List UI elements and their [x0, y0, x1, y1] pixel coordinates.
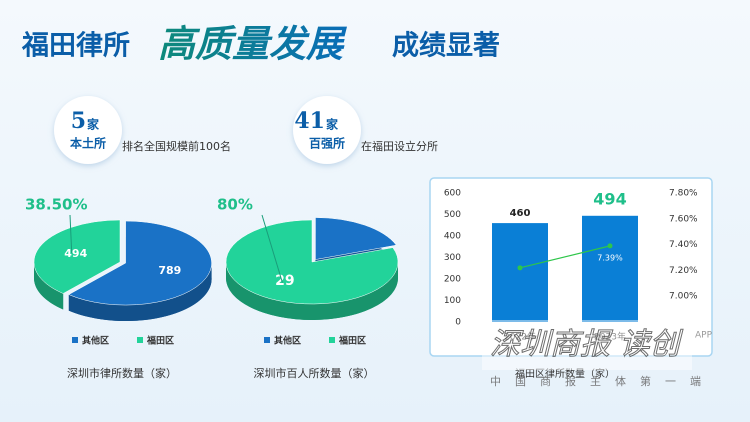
- x-tick-label: 2022年: [504, 331, 536, 343]
- x-tick-label: 2023年: [594, 331, 626, 343]
- stat-badge: [293, 96, 361, 164]
- y-tick-label: 200: [444, 275, 461, 285]
- y-tick-label: 300: [444, 253, 461, 263]
- title-highlight: 高质量发展: [158, 22, 348, 66]
- stat-value: 41: [294, 108, 325, 134]
- pie-annotation: 38.50%: [25, 196, 87, 214]
- legend-swatch: [329, 337, 335, 343]
- stat-unit: 家: [326, 117, 339, 132]
- pie-slice-edge: [226, 262, 398, 320]
- watermark-box: [482, 320, 692, 370]
- line-point: [517, 265, 523, 271]
- y-tick-label: 600: [444, 189, 461, 199]
- y2-tick-label: 7.00%: [669, 292, 698, 302]
- stat-value: 5: [71, 108, 86, 134]
- stat-unit: 家: [87, 117, 100, 132]
- y2-tick-label: 7.40%: [669, 240, 698, 250]
- line: [519, 245, 611, 269]
- bar: [492, 223, 548, 322]
- y2-tick-label: 7.20%: [669, 266, 698, 276]
- watermark: 深圳商报 读创 APP 中国商报主体第一端: [482, 320, 715, 388]
- y-tick-label: 500: [444, 210, 461, 220]
- title-lead: 福田律所: [21, 31, 130, 62]
- pie-slice: [315, 217, 397, 260]
- line-point: [607, 243, 613, 249]
- pie-slice: [225, 219, 399, 305]
- bar-value-label: 494: [593, 189, 626, 208]
- pie-annotation: 80%: [217, 196, 253, 214]
- pie-value-label: 494: [64, 247, 87, 260]
- legend-label: 其他区: [274, 335, 301, 347]
- bar: [582, 215, 638, 322]
- pie-value-label: 789: [158, 264, 181, 277]
- y-tick-label: 100: [444, 296, 461, 306]
- line-value-label: 7.39%: [597, 253, 623, 262]
- annotation-leader: [261, 214, 283, 283]
- legend-swatch: [137, 337, 143, 343]
- watermark-slogan: 中国商报主体第一端: [490, 374, 715, 388]
- stat-label: 本土所: [70, 136, 106, 151]
- stat-badge: [54, 96, 122, 164]
- legend-label: 福田区: [146, 335, 174, 347]
- pie-value-label: 29: [275, 273, 294, 289]
- legend-swatch: [264, 337, 270, 343]
- watermark-brand: 深圳商报 读创: [490, 327, 684, 362]
- y-tick-label: 400: [444, 232, 461, 242]
- pie-slice: [68, 220, 212, 306]
- annotation-leader: [69, 214, 73, 254]
- y2-tick-label: 7.80%: [669, 189, 698, 199]
- y-tick-label: 0: [455, 318, 461, 328]
- stat-desc: 在福田设立分所: [361, 139, 438, 153]
- stat-desc: 排名全国规模前100名: [122, 139, 231, 153]
- legend-swatch: [72, 337, 78, 343]
- pie-slice: [33, 219, 121, 294]
- y2-tick-label: 7.60%: [669, 214, 698, 224]
- stat-label: 百强所: [309, 136, 345, 151]
- chart-title: 深圳市百人所数量（家）: [254, 366, 375, 380]
- legend-label: 福田区: [338, 335, 366, 347]
- legend-label: 其他区: [82, 335, 109, 347]
- title-tail: 成绩显著: [392, 31, 500, 62]
- pie-slice-edge: [68, 263, 212, 322]
- bar-value-label: 460: [510, 208, 531, 219]
- chart-title: 福田区律所数量（家）: [515, 367, 615, 380]
- watermark-app: APP: [695, 331, 713, 341]
- chart-title: 深圳市律所数量（家）: [67, 366, 177, 380]
